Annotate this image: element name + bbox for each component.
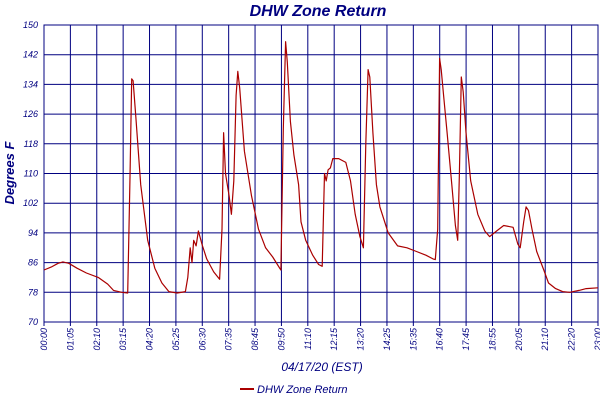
x-tick-label: 00:00 xyxy=(39,328,49,351)
y-tick-label: 142 xyxy=(23,50,38,60)
y-axis-label: Degrees F xyxy=(2,141,17,205)
y-tick-label: 70 xyxy=(28,317,38,327)
y-axis-ticks: 70 78 86 94 102 110 118 126 134 142 150 xyxy=(23,20,38,327)
x-tick-label: 09:50 xyxy=(276,328,286,351)
y-tick-label: 94 xyxy=(28,228,38,238)
x-tick-label: 04:20 xyxy=(145,328,155,351)
x-tick-label: 01:05 xyxy=(65,327,75,351)
x-tick-label: 23:00 xyxy=(593,328,600,352)
x-axis-label: 04/17/20 (EST) xyxy=(281,360,362,374)
x-tick-label: 21:10 xyxy=(540,328,550,352)
x-tick-label: 06:30 xyxy=(197,328,207,351)
y-tick-label: 126 xyxy=(23,109,38,119)
x-tick-label: 08:45 xyxy=(250,327,260,351)
x-tick-label: 12:15 xyxy=(329,327,339,351)
x-tick-label: 18:55 xyxy=(487,327,497,351)
x-tick-label: 17:45 xyxy=(461,327,471,351)
y-tick-label: 118 xyxy=(24,139,38,149)
x-tick-label: 16:40 xyxy=(435,328,445,351)
x-tick-label: 11:10 xyxy=(303,328,313,350)
x-tick-label: 05:25 xyxy=(171,327,181,351)
x-tick-label: 03:15 xyxy=(118,327,128,351)
x-tick-label: 13:20 xyxy=(356,328,366,351)
x-tick-label: 14:25 xyxy=(382,327,392,351)
series-layer xyxy=(43,41,599,294)
series-line-dhw-zone-return xyxy=(43,41,599,294)
chart-title: DHW Zone Return xyxy=(250,3,387,20)
legend: DHW Zone Return xyxy=(240,384,347,396)
plot-border xyxy=(43,24,599,323)
y-tick-label: 110 xyxy=(24,169,38,179)
y-tick-label: 86 xyxy=(28,258,38,268)
x-tick-label: 22:20 xyxy=(567,328,577,352)
x-tick-label: 02:10 xyxy=(92,328,102,351)
y-tick-label: 78 xyxy=(28,287,38,297)
x-tick-label: 15:35 xyxy=(408,327,418,351)
y-tick-label: 150 xyxy=(23,20,38,30)
x-axis-ticks: 00:00 01:05 02:10 03:15 04:20 05:25 06:30 07:35… xyxy=(39,327,600,352)
chart-grid xyxy=(43,24,599,326)
y-tick-label: 102 xyxy=(23,198,38,208)
y-tick-label: 134 xyxy=(23,79,38,89)
legend-label: DHW Zone Return xyxy=(257,384,347,396)
x-tick-label: 20:05 xyxy=(514,327,524,352)
x-tick-label: 07:35 xyxy=(224,327,234,351)
